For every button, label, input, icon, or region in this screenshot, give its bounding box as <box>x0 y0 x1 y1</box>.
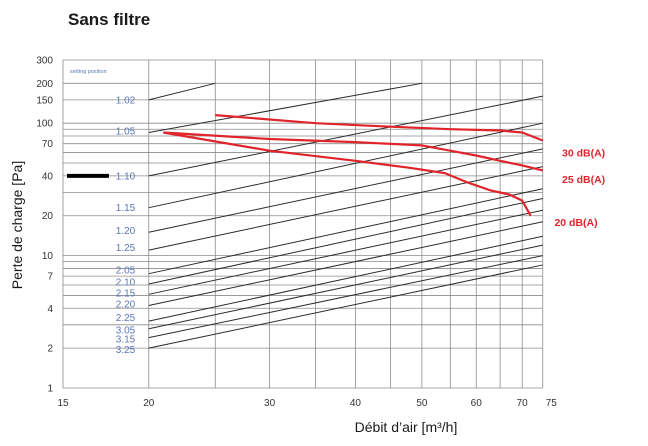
setting-label: 1.25 <box>116 243 136 254</box>
setting-line <box>148 235 543 322</box>
curve-series <box>163 131 544 172</box>
curve-series <box>163 131 532 217</box>
setting-label: 2.10 <box>116 278 136 289</box>
y-tick-label: 150 <box>36 95 53 106</box>
setting-line <box>148 255 543 339</box>
setting-line <box>148 244 543 330</box>
y-tick-label: 7 <box>47 272 53 283</box>
setting-label: 2.20 <box>116 300 136 311</box>
setting-line <box>148 197 543 285</box>
x-tick-label: 50 <box>416 398 428 409</box>
setting-line <box>148 95 543 177</box>
setting-line <box>148 209 543 295</box>
curve-label: 30 dB(A) <box>562 148 605 160</box>
setting-label: 3.05 <box>116 325 136 336</box>
y-tick-label: 2 <box>47 344 53 355</box>
curve-labels: 30 dB(A) 25 dB(A) 20 dB(A) <box>554 148 605 229</box>
setting-label: 1.15 <box>116 203 136 214</box>
x-tick-label: 70 <box>517 398 529 409</box>
x-tick-label: 30 <box>264 398 276 409</box>
curve-series <box>215 114 544 142</box>
y-tick-label: 300 <box>36 56 53 67</box>
curve-label: 25 dB(A) <box>562 174 605 186</box>
x-tick-label: 15 <box>57 398 69 409</box>
y-tick-label: 200 <box>36 79 53 90</box>
curve-label: 20 dB(A) <box>554 217 597 229</box>
setting-line <box>148 82 216 101</box>
setting-line <box>148 221 543 306</box>
setting-label: 2.05 <box>116 265 136 276</box>
setting-label: 1.02 <box>116 95 136 106</box>
setting-label: 1.05 <box>116 127 136 138</box>
setting-label: 3.25 <box>116 345 136 356</box>
setting-line <box>148 264 543 349</box>
x-tick-label: 75 <box>546 398 558 409</box>
setting-label: 1.10 <box>116 171 136 182</box>
curves <box>163 114 544 217</box>
y-tick-label: 1 <box>47 384 53 395</box>
x-tick-labels: 15 20 30 40 50 60 70 75 <box>57 398 557 409</box>
y-tick-label: 4 <box>47 304 53 315</box>
y-tick-label: 10 <box>42 251 54 262</box>
chart-title: Sans filtre <box>68 10 150 29</box>
grid <box>62 59 544 389</box>
y-tick-label: 40 <box>42 171 54 182</box>
x-tick-label: 40 <box>350 398 362 409</box>
setting-line <box>148 188 543 275</box>
setting-legend: setting position <box>70 69 107 75</box>
y-tick-label: 100 <box>36 119 53 130</box>
x-tick-label: 20 <box>143 398 155 409</box>
y-axis-label: Perte de charge [Pa] <box>9 161 25 289</box>
setting-labels: 1.02 1.05 1.10 1.15 1.20 1.25 2.05 2.102.152.20… <box>116 95 136 356</box>
setting-line <box>148 148 543 233</box>
setting-line <box>148 166 543 251</box>
x-tick-label: 60 <box>471 398 483 409</box>
y-tick-labels: 1 2 4 7 10 20 40 70 100 150 200 300 <box>36 56 53 395</box>
setting-label: 3.15 <box>116 334 136 345</box>
setting-label: 2.25 <box>116 313 136 324</box>
x-axis-label: Débit d’air [m³/h] <box>355 419 458 435</box>
setting-lines <box>148 82 543 349</box>
setting-label: 1.20 <box>116 226 136 237</box>
y-tick-label: 20 <box>42 211 54 222</box>
y-tick-label: 70 <box>42 139 54 150</box>
setting-label: 2.15 <box>116 289 136 300</box>
setting-line <box>148 82 422 134</box>
setting-line <box>148 122 543 209</box>
